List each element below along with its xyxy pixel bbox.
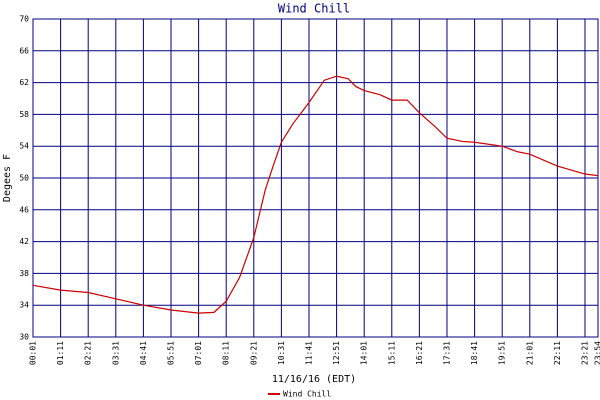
y-tick-label: 54 [19, 142, 29, 151]
y-tick-label: 70 [19, 15, 29, 24]
x-tick-label: 02:21 [84, 341, 93, 365]
chart-title: Wind Chill [278, 2, 350, 16]
x-tick-label: 18:41 [470, 341, 479, 365]
x-tick-label: 05:51 [166, 341, 175, 365]
legend-label: Wind Chill [283, 390, 331, 399]
y-tick-label: 58 [19, 110, 29, 119]
x-tick-label: 22:11 [553, 341, 562, 365]
x-tick-label: 07:01 [194, 341, 203, 365]
x-tick-label: 09:21 [249, 341, 258, 365]
y-tick-label: 66 [19, 46, 29, 55]
data-line [32, 75, 599, 314]
x-tick-label: 15:11 [387, 341, 396, 365]
y-tick-label: 62 [19, 78, 29, 87]
y-tick-label: 30 [19, 333, 29, 342]
x-tick-label: 17:31 [442, 341, 451, 365]
x-tick-label: 19:51 [498, 341, 507, 365]
x-tick-label: 23:21 [580, 341, 589, 365]
y-tick-label: 50 [19, 174, 29, 183]
x-tick-label: 12:51 [332, 341, 341, 365]
y-tick-label: 46 [19, 205, 29, 214]
x-tick-label: 16:21 [415, 341, 424, 365]
x-tick-label: 03:31 [111, 341, 120, 365]
x-tick-label: 21:01 [525, 341, 534, 365]
x-tick-label: 10:31 [277, 341, 286, 365]
x-tick-label: 01:11 [56, 341, 65, 365]
y-tick-label: 42 [19, 237, 29, 246]
y-tick-label: 34 [19, 301, 29, 310]
x-tick-label: 00:01 [29, 341, 38, 365]
x-axis-title: 11/16/16 (EDT) [272, 374, 356, 385]
x-tick-label: 14:01 [360, 341, 369, 365]
x-tick-label: 08:11 [222, 341, 231, 365]
x-tick-label: 11:41 [304, 341, 313, 365]
y-tick-label: 38 [19, 269, 29, 278]
x-tick-label: 04:41 [139, 341, 148, 365]
x-tick-label: 23:54 [594, 341, 600, 365]
y-axis-title: Degees F [2, 154, 13, 202]
